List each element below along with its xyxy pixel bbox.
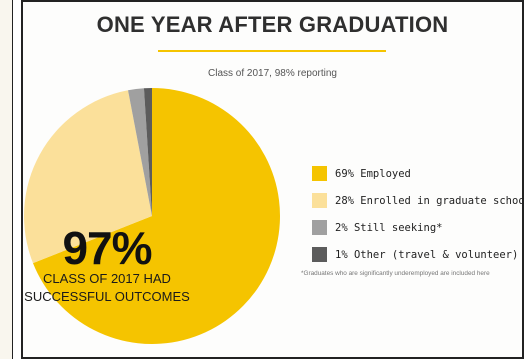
footnote: *Graduates who are significantly underem… bbox=[301, 270, 490, 277]
infographic-card: ONE YEAR AFTER GRADUATION Class of 2017,… bbox=[21, 0, 524, 359]
outcome-caption-line-2: SUCCESSFUL OUTCOMES bbox=[24, 289, 190, 304]
outcome-caption-line-1: CLASS OF 2017 HAD bbox=[43, 271, 171, 286]
legend-label-other: 1% Other (travel & volunteer) bbox=[335, 249, 518, 261]
legend: 69% Employed 28% Enrolled in graduate sch… bbox=[312, 166, 522, 262]
legend-label-employed: 69% Employed bbox=[335, 168, 411, 180]
legend-swatch-graduate-school bbox=[312, 193, 327, 208]
legend-swatch-employed bbox=[312, 166, 327, 181]
legend-swatch-other bbox=[312, 247, 327, 262]
pie-chart: 97% CLASS OF 2017 HAD SUCCESSFUL OUTCOME… bbox=[23, 2, 522, 357]
legend-label-still-seeking: 2% Still seeking* bbox=[335, 222, 442, 234]
legend-label-graduate-school: 28% Enrolled in graduate school bbox=[335, 195, 522, 207]
pie-slices bbox=[24, 88, 280, 344]
left-panel bbox=[0, 0, 13, 359]
legend-swatch-still-seeking bbox=[312, 220, 327, 235]
success-percentage: 97% bbox=[62, 222, 151, 274]
